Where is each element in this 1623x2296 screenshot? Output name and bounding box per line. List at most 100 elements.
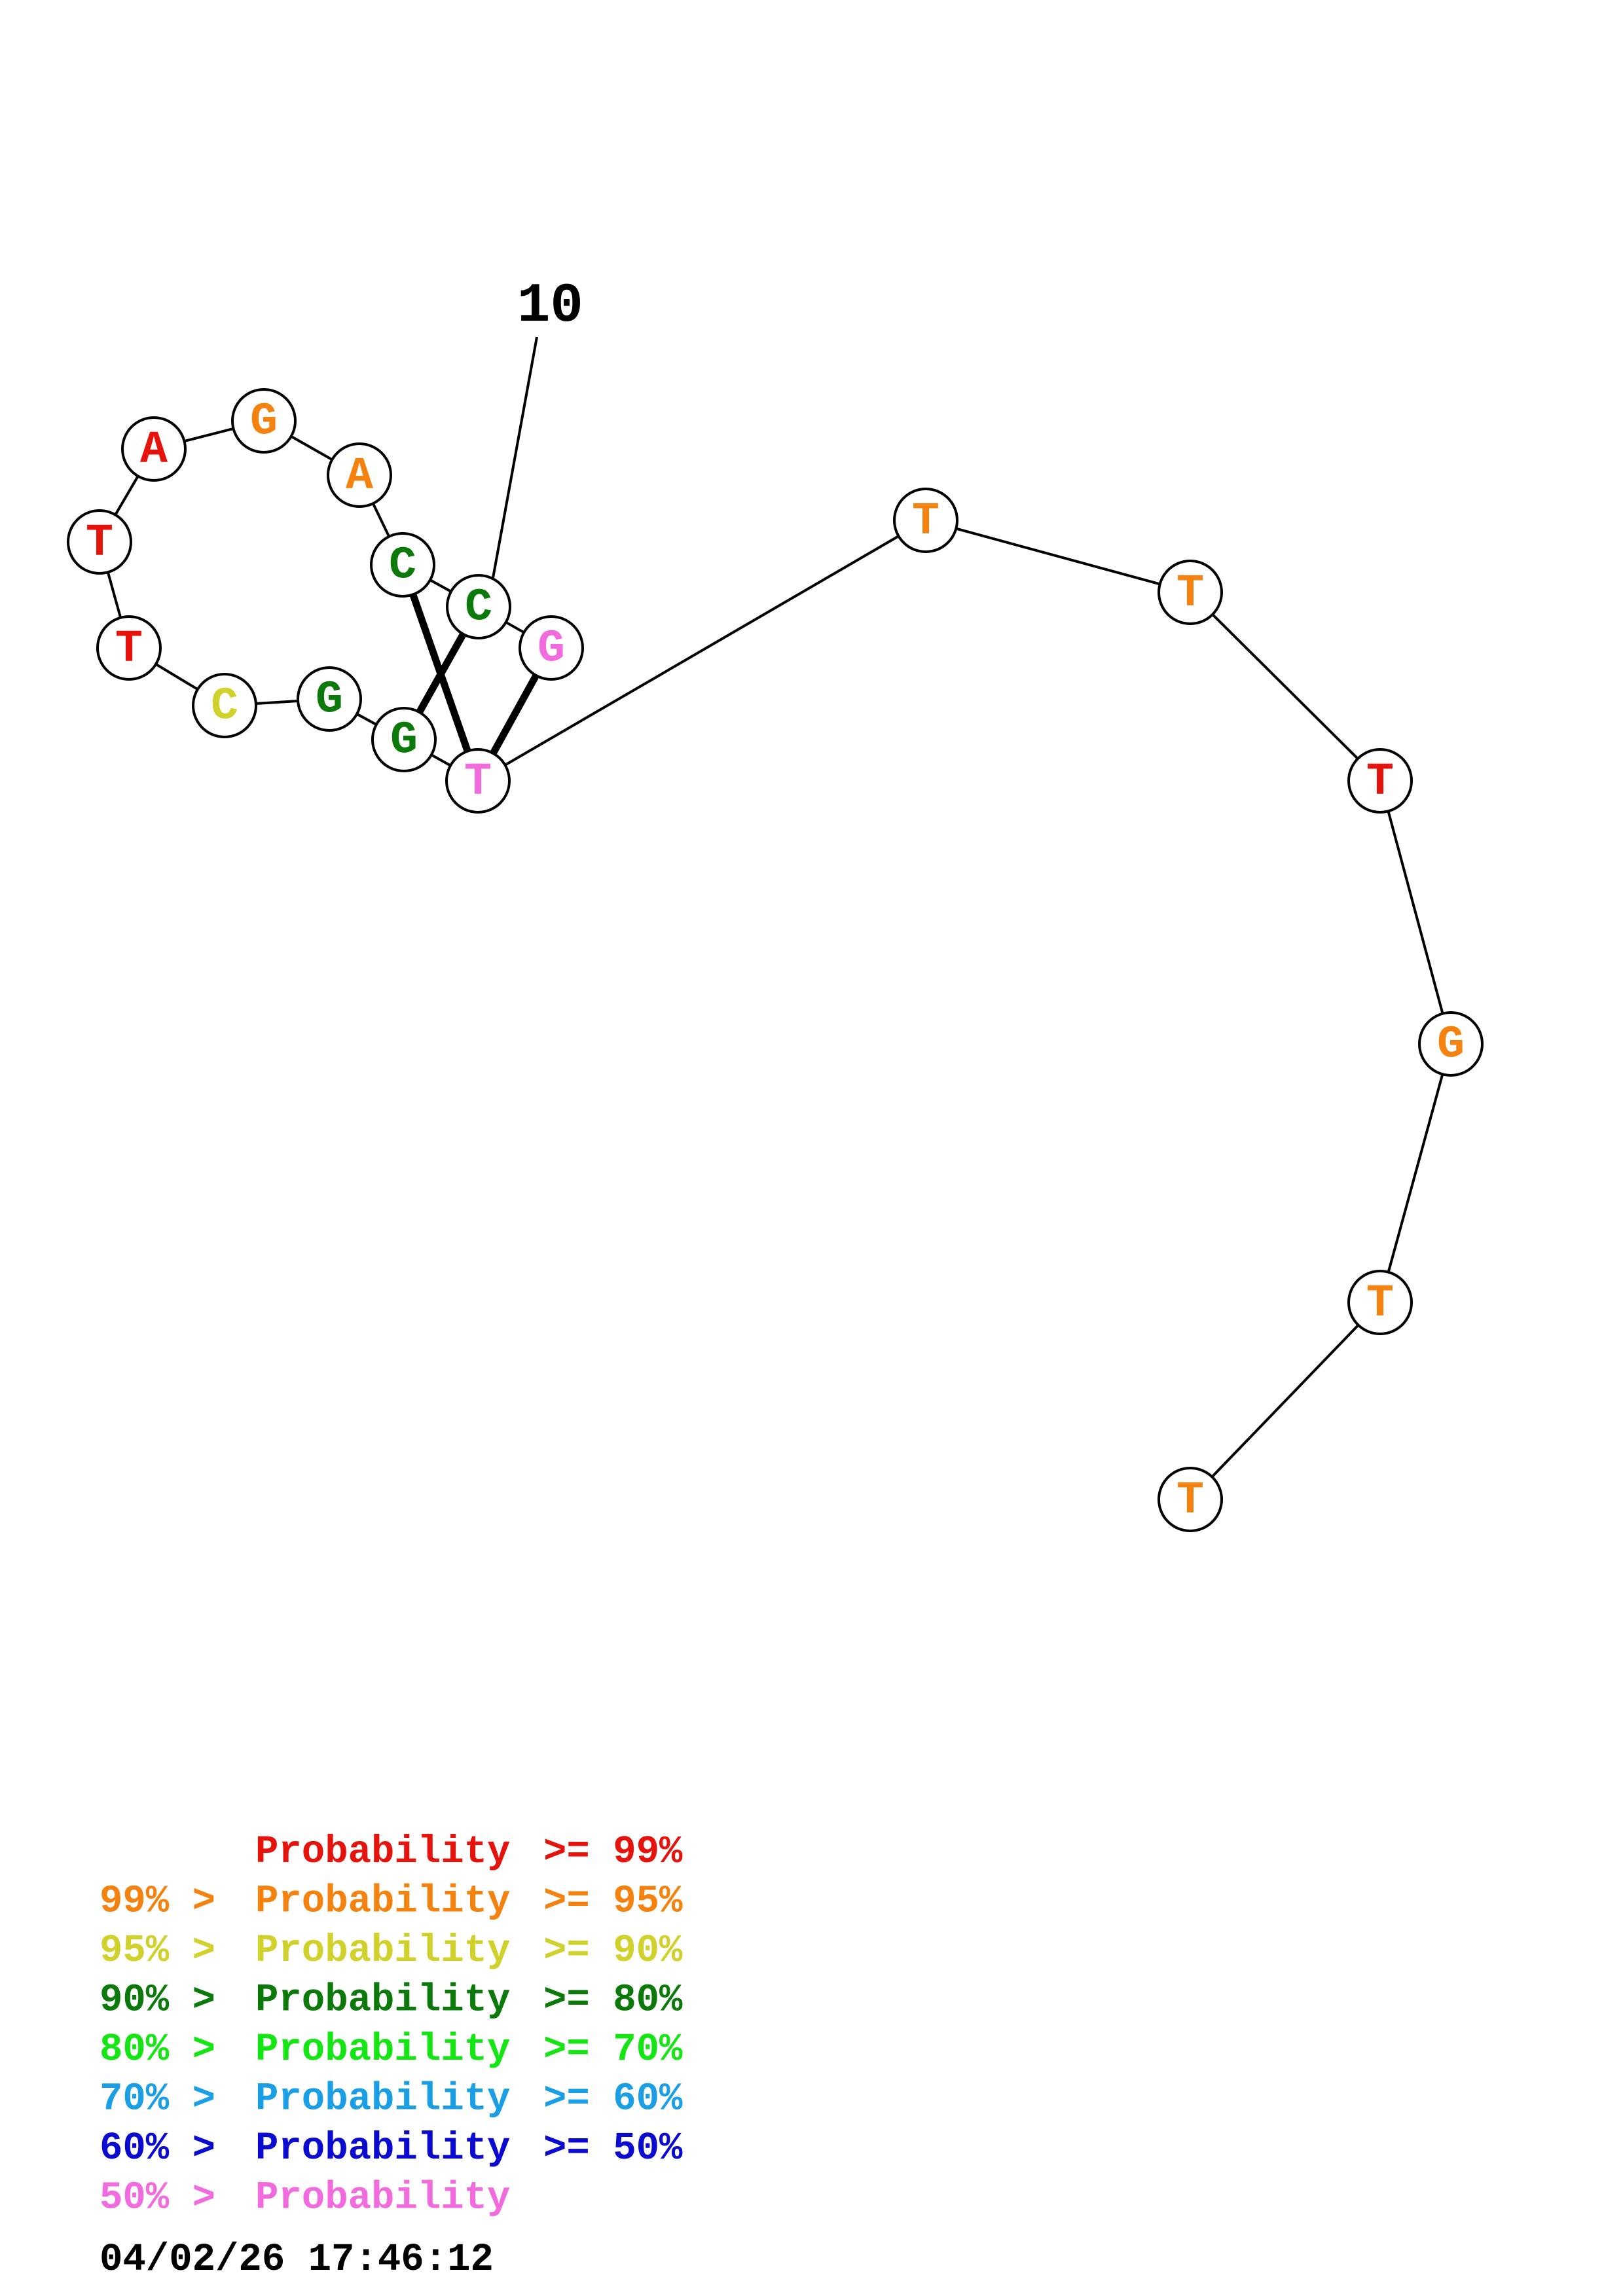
nucleotide-base: T bbox=[1176, 1475, 1204, 1527]
nucleotide-base: G bbox=[1437, 1020, 1465, 1071]
backbone-segment bbox=[372, 503, 390, 537]
nucleotide-node: G bbox=[231, 388, 297, 454]
legend-row: 60% > Probability >= 50% bbox=[100, 2126, 683, 2170]
nucleotide-base: C bbox=[211, 681, 238, 733]
nucleotide-node: T bbox=[1347, 748, 1413, 814]
nucleotide-base: T bbox=[86, 518, 113, 569]
nucleotide-circle bbox=[446, 574, 511, 639]
backbone-segment bbox=[184, 427, 234, 443]
nucleotide-circle bbox=[121, 416, 187, 482]
nucleotide-circle bbox=[192, 673, 257, 738]
backbone-segment bbox=[1211, 613, 1359, 760]
nucleotide-node: T bbox=[445, 748, 511, 814]
probability-legend: Probability >= 99%99% > Probability >= 95%9… bbox=[100, 1830, 683, 2220]
nucleotide-circle bbox=[1347, 1270, 1413, 1335]
backbone-segment bbox=[429, 579, 452, 593]
nucleotide-base: T bbox=[115, 624, 143, 675]
legend-prefix: 90% > bbox=[100, 1979, 215, 2022]
nucleotide-circle bbox=[96, 615, 162, 681]
legend-prefix: 60% > bbox=[100, 2126, 215, 2170]
legend-label: Probability bbox=[255, 2126, 510, 2170]
nucleotide-circle bbox=[1347, 748, 1413, 814]
nucleotide-circle bbox=[1158, 560, 1223, 625]
legend-label: Probability bbox=[255, 1929, 510, 1973]
backbone-segment bbox=[955, 527, 1161, 586]
nucleotide-node: G bbox=[1418, 1011, 1484, 1077]
nucleotide-base: G bbox=[538, 624, 565, 675]
nucleotide-base: T bbox=[1176, 568, 1204, 620]
nucleotide-node: T bbox=[1347, 1270, 1413, 1335]
nucleotide-node: A bbox=[327, 442, 392, 508]
nucleotide-circle bbox=[1418, 1011, 1484, 1077]
base-pair-bond bbox=[409, 593, 471, 753]
legend-row: 70% > Probability >= 60% bbox=[100, 2077, 683, 2121]
backbone-segment bbox=[1387, 1073, 1444, 1273]
nucleotide-node: T bbox=[1158, 560, 1223, 625]
nucleotide-base: A bbox=[140, 425, 168, 476]
index-marker-line bbox=[492, 336, 538, 579]
legend-threshold: >= 60% bbox=[543, 2077, 683, 2121]
nucleotide-circle bbox=[893, 488, 958, 553]
nucleotide-node: G bbox=[371, 707, 437, 772]
legend-prefix: 99% > bbox=[100, 1880, 215, 1924]
nucleotide-node: G bbox=[297, 666, 362, 732]
nucleotide-base: G bbox=[390, 715, 418, 767]
nucleotide-node: C bbox=[446, 574, 511, 639]
nucleotide-circle bbox=[519, 615, 584, 681]
nucleotide-node: C bbox=[370, 532, 435, 598]
backbone-segment bbox=[255, 699, 299, 706]
legend-threshold: >= 99% bbox=[543, 1830, 683, 1874]
nucleotide-base: C bbox=[465, 583, 492, 634]
legend-row: 90% > Probability >= 80% bbox=[100, 1979, 683, 2022]
nucleotide-base: T bbox=[464, 757, 492, 808]
legend-row: 99% > Probability >= 95% bbox=[100, 1880, 683, 1924]
legend-threshold: >= 50% bbox=[543, 2126, 683, 2170]
nucleotide-base: T bbox=[912, 496, 939, 548]
nucleotide-node: T bbox=[96, 615, 162, 681]
nucleotide-circle bbox=[231, 388, 297, 454]
backbone-segment bbox=[430, 753, 452, 767]
legend-label: Probability bbox=[255, 2028, 510, 2072]
nucleotide-circle bbox=[67, 509, 132, 575]
legend-prefix: 95% > bbox=[100, 1929, 215, 1973]
backbone bbox=[106, 427, 1444, 1478]
nucleotide-base: T bbox=[1366, 1278, 1394, 1330]
legend-row: 95% > Probability >= 90% bbox=[100, 1929, 683, 1973]
index-marker: 10 bbox=[492, 276, 583, 579]
legend-label: Probability bbox=[255, 2077, 510, 2121]
nucleotide-node: A bbox=[121, 416, 187, 482]
nucleotide-node: T bbox=[1158, 1467, 1223, 1532]
backbone-segment bbox=[356, 713, 377, 726]
nucleotide-circle bbox=[327, 442, 392, 508]
legend-prefix: 80% > bbox=[100, 2028, 215, 2072]
legend-label: Probability bbox=[255, 1979, 510, 2022]
backbone-segment bbox=[155, 663, 198, 691]
nucleotide-node: T bbox=[893, 488, 958, 553]
backbone-segment bbox=[504, 535, 900, 766]
legend-label: Probability bbox=[255, 2176, 510, 2220]
backbone-segment bbox=[1387, 810, 1444, 1014]
backbone-segment bbox=[505, 620, 525, 634]
nucleotide-circle bbox=[1158, 1467, 1223, 1532]
nucleotide-node: T bbox=[67, 509, 132, 575]
legend-prefix: 50% > bbox=[100, 2176, 215, 2220]
nucleotide-base: A bbox=[346, 451, 373, 503]
legend-row: 80% > Probability >= 70% bbox=[100, 2028, 683, 2072]
nucleotide-base: G bbox=[316, 675, 343, 726]
legend-row: Probability >= 99% bbox=[255, 1830, 683, 1874]
nucleotide-circle bbox=[297, 666, 362, 732]
base-pairs bbox=[409, 593, 539, 755]
nucleotide-circle bbox=[445, 748, 511, 814]
nucleotide-base: C bbox=[389, 541, 416, 592]
legend-threshold: >= 90% bbox=[543, 1929, 683, 1973]
nucleotide-node: G bbox=[519, 615, 584, 681]
legend-threshold: >= 95% bbox=[543, 1880, 683, 1924]
index-marker-label: 10 bbox=[517, 276, 583, 338]
legend-label: Probability bbox=[255, 1880, 510, 1924]
backbone-segment bbox=[290, 435, 333, 461]
backbone-segment bbox=[114, 475, 139, 516]
legend-threshold: >= 80% bbox=[543, 1979, 683, 2022]
nucleotide-base: G bbox=[250, 397, 278, 448]
